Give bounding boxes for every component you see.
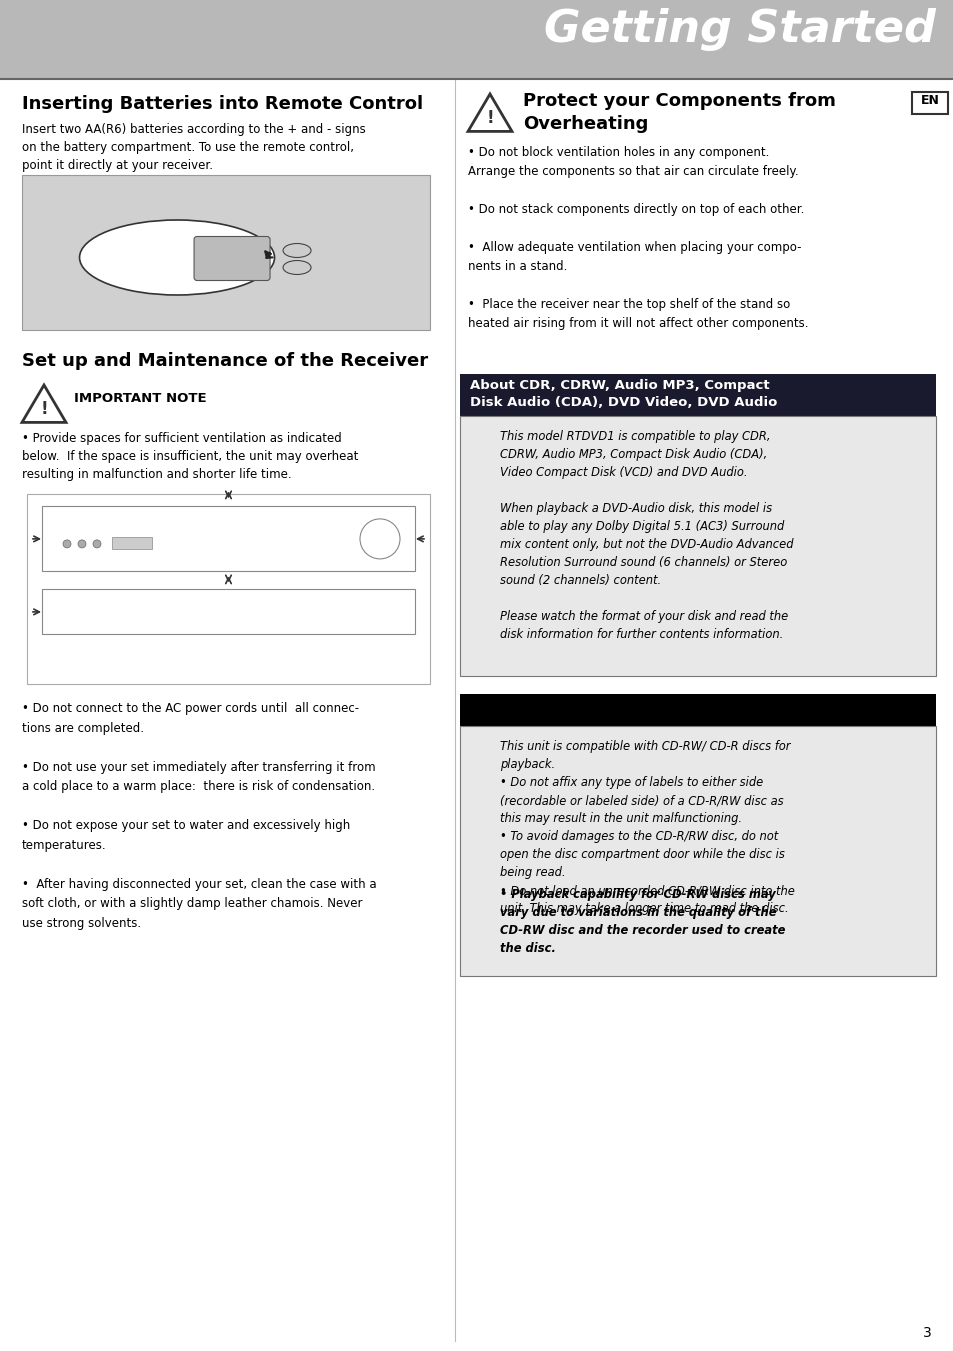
Text: Inserting Batteries into Remote Control: Inserting Batteries into Remote Control xyxy=(22,95,423,113)
Text: EN: EN xyxy=(920,95,939,107)
Text: Set up and Maintenance of the Receiver: Set up and Maintenance of the Receiver xyxy=(22,353,428,370)
Text: !: ! xyxy=(486,109,494,127)
Text: • Do not connect to the AC power cords until  all connec-
tions are completed.

: • Do not connect to the AC power cords u… xyxy=(22,703,376,929)
Text: 3: 3 xyxy=(923,1325,931,1340)
Circle shape xyxy=(359,519,399,559)
Bar xyxy=(42,507,415,571)
Text: About CDR, CDRW, Audio MP3, Compact
Disk Audio (CDA), DVD Video, DVD Audio: About CDR, CDRW, Audio MP3, Compact Disk… xyxy=(470,380,777,409)
Ellipse shape xyxy=(283,261,311,274)
Text: This model RTDVD1 is compatible to play CDR,
CDRW, Audio MP3, Compact Disk Audio: This model RTDVD1 is compatible to play … xyxy=(499,430,793,640)
Bar xyxy=(42,589,415,635)
Bar xyxy=(112,536,152,549)
Text: Protect your Components from
Overheating: Protect your Components from Overheating xyxy=(522,92,835,132)
Circle shape xyxy=(78,540,86,549)
Text: !: ! xyxy=(40,400,48,419)
Circle shape xyxy=(92,540,101,549)
Polygon shape xyxy=(468,95,512,131)
Text: This unit is compatible with CD-RW/ CD-R discs for
playback.
• Do not affix any : This unit is compatible with CD-RW/ CD-R… xyxy=(499,740,794,915)
Bar xyxy=(459,416,935,676)
Text: IMPORTANT NOTE: IMPORTANT NOTE xyxy=(74,393,207,405)
FancyBboxPatch shape xyxy=(193,236,270,281)
Text: • Playback capability for CD-RW discs may
vary due to variations in the quality : • Playback capability for CD-RW discs ma… xyxy=(499,888,784,955)
Bar xyxy=(27,494,430,685)
Bar xyxy=(459,694,935,725)
Text: • Provide spaces for sufficient ventilation as indicated
below.  If the space is: • Provide spaces for sufficient ventilat… xyxy=(22,432,358,481)
Text: Insert two AA(R6) batteries according to the + and - signs
on the battery compar: Insert two AA(R6) batteries according to… xyxy=(22,123,365,172)
Text: Getting Started: Getting Started xyxy=(543,8,935,51)
Text: • Do not block ventilation holes in any component.
Arrange the components so tha: • Do not block ventilation holes in any … xyxy=(468,146,807,331)
Bar xyxy=(22,176,430,330)
Bar xyxy=(0,0,953,78)
Ellipse shape xyxy=(283,243,311,258)
Circle shape xyxy=(63,540,71,549)
Bar xyxy=(459,725,935,975)
Polygon shape xyxy=(22,385,66,423)
Bar xyxy=(459,374,935,416)
Bar xyxy=(911,92,947,113)
Ellipse shape xyxy=(79,220,274,295)
